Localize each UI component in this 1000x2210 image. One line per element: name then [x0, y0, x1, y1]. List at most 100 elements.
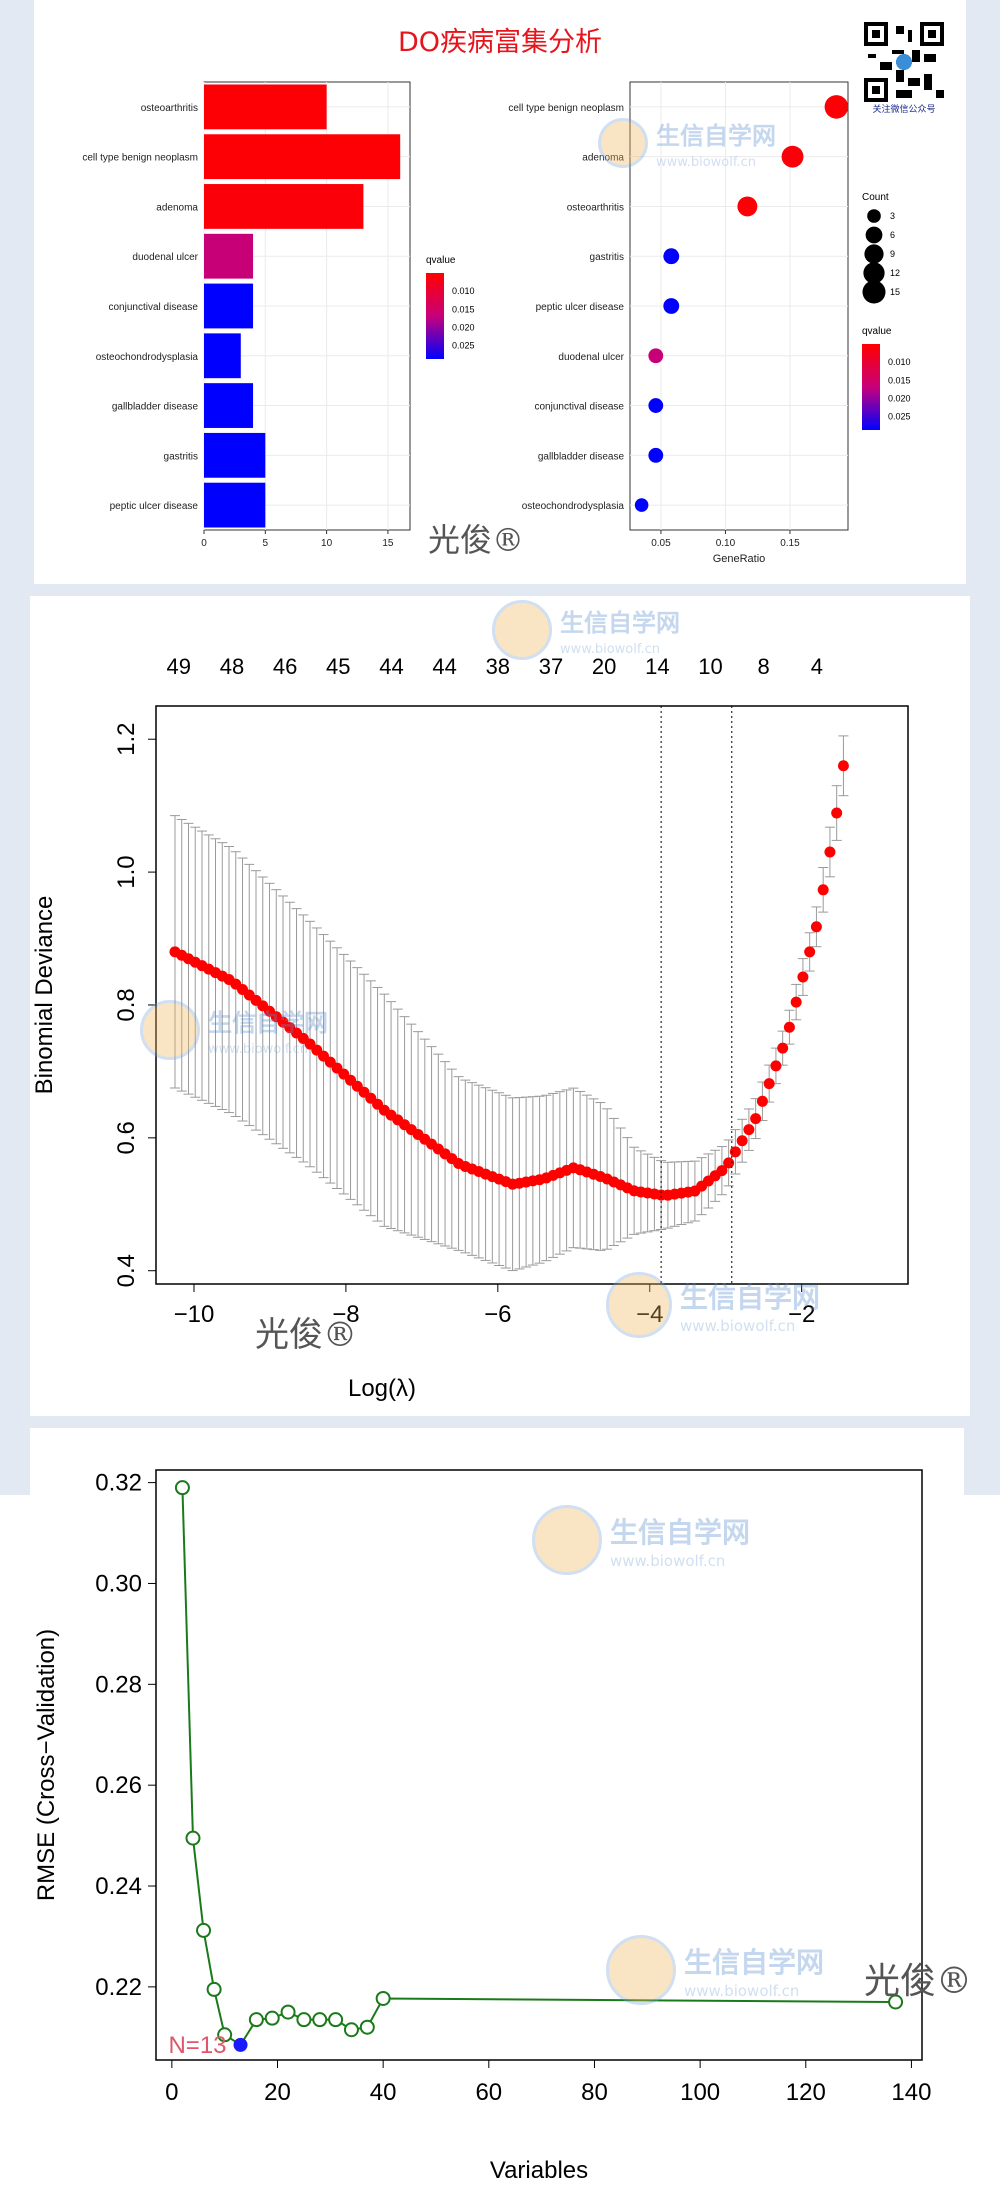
bar	[204, 333, 241, 379]
watermark-logo-icon	[606, 1935, 676, 2005]
lasso-x-tick-label: −2	[788, 1301, 815, 1328]
rmse-point	[185, 1830, 201, 1846]
bar-category-label: adenoma	[156, 202, 198, 213]
rmse-line	[181, 1487, 896, 2047]
size-legend-label: 6	[890, 230, 895, 240]
rmse-y-tick-label: 0.22	[95, 1974, 142, 2001]
enrichment-charts: osteoarthritis cell type benign neoplasm a…	[82, 81, 911, 565]
dot	[781, 145, 804, 168]
lasso-top-label: 44	[379, 654, 403, 679]
rmse-y-tick-label: 0.30	[95, 1570, 142, 1597]
rmse-point	[280, 2004, 296, 2020]
bar	[204, 432, 266, 478]
qr-code-icon	[864, 22, 944, 102]
rmse-point	[264, 2010, 280, 2026]
rmse-y-tick-label: 0.24	[95, 1873, 142, 1900]
legend-tick-label: 0.010	[888, 357, 911, 367]
size-legend-dot	[865, 226, 883, 244]
lasso-top-label: 20	[592, 654, 616, 679]
legend-title: qvalue	[862, 326, 892, 337]
lasso-y-tick-label: 0.6	[113, 1121, 140, 1154]
dot-x-axis-label: GeneRatio	[713, 553, 766, 565]
rmse-x-tick-label: 0	[165, 2079, 178, 2106]
bar	[204, 233, 254, 279]
lasso-top-label: 8	[758, 654, 770, 679]
lasso-top-label: 38	[486, 654, 510, 679]
dot	[634, 498, 649, 512]
rmse-y-tick-label: 0.26	[95, 1772, 142, 1799]
bar-category-label: osteoarthritis	[141, 103, 198, 114]
signature: 光俊®	[255, 1315, 357, 1355]
rmse-x-tick-label: 100	[680, 2079, 720, 2106]
signature: 光俊®	[428, 521, 525, 559]
watermark-logo-icon	[492, 600, 552, 660]
rmse-x-tick-label: 120	[786, 2079, 826, 2106]
size-legend-label: 3	[890, 211, 895, 221]
bar-x-tick-label: 5	[263, 538, 269, 549]
dot-category-label: conjunctival disease	[535, 402, 625, 413]
deviance-point	[817, 884, 829, 896]
size-legend-dot	[863, 262, 885, 284]
qr-caption: 关注微信公众号	[872, 105, 936, 115]
rmse-plot-frame	[155, 1469, 923, 2061]
legend-tick-label: 0.025	[888, 411, 911, 421]
deviance-point	[824, 846, 836, 858]
lasso-top-label: 44	[432, 654, 456, 679]
bar-category-label: conjunctival disease	[109, 302, 199, 313]
rmse-x-tick-label: 140	[891, 2079, 931, 2106]
deviance-point	[810, 921, 822, 933]
rmse-x-tick-label: 80	[581, 2079, 608, 2106]
dot-category-label: osteochondrodysplasia	[522, 501, 625, 512]
legend-tick-label: 0.025	[452, 340, 475, 350]
rmse-point	[174, 1480, 190, 1496]
bar	[204, 283, 254, 329]
lasso-top-label: 48	[220, 654, 244, 679]
dot-category-label: duodenal ulcer	[558, 352, 624, 363]
rmse-point	[375, 1990, 391, 2006]
rmse-panel: N=13 0 20 40 60 80 100 120 140 0.22 0.24 0.26 0.28 0.…	[30, 1428, 964, 2204]
bar-category-label: peptic ulcer disease	[110, 501, 199, 512]
lasso-y-axis-label: Binomial Deviance	[31, 896, 58, 1095]
bar-x-tick-label: 10	[321, 538, 333, 549]
dot-category-label: cell type benign neoplasm	[508, 103, 624, 114]
lasso-plot-frame	[155, 705, 909, 1285]
bar-category-label: duodenal ulcer	[132, 252, 198, 263]
rmse-point	[359, 2019, 375, 2035]
legend-tick-label: 0.015	[888, 375, 911, 385]
rmse-point	[343, 2022, 359, 2038]
size-legend-label: 12	[890, 268, 900, 278]
rmse-chart: N=13 0 20 40 60 80 100 120 140 0.22 0.24 0.26 0.28 0.…	[33, 1469, 931, 2184]
lasso-top-label: 49	[167, 654, 191, 679]
figure-title: DO疾病富集分析	[397, 27, 603, 58]
bar-category-label: cell type benign neoplasm	[82, 153, 198, 164]
dot-x-tick-label: 0.10	[716, 538, 736, 549]
bar-category-label: gastritis	[164, 451, 198, 462]
deviance-point	[729, 1146, 741, 1158]
legend-colorbar	[862, 344, 880, 430]
bar	[204, 184, 364, 229]
bar-category-label: gallbladder disease	[112, 402, 199, 413]
rmse-point	[217, 2027, 233, 2043]
deviance-point	[831, 807, 843, 819]
deviance-point	[797, 971, 809, 983]
dot	[663, 298, 680, 314]
dot	[648, 398, 664, 413]
lasso-x-tick-label: −6	[484, 1301, 511, 1328]
lasso-x-axis-label: Log(λ)	[348, 1375, 416, 1402]
rmse-point	[328, 2012, 344, 2028]
dot-category-label: peptic ulcer disease	[536, 302, 625, 313]
lasso-top-label: 4	[811, 654, 823, 679]
dot	[663, 248, 680, 265]
watermark-logo-icon	[140, 1000, 200, 1060]
deviance-point	[790, 996, 802, 1008]
bar	[204, 482, 266, 528]
bar	[204, 134, 401, 180]
size-legend-title: Count	[862, 192, 889, 203]
size-legend-dot	[864, 244, 884, 264]
lasso-x-tick-label: −10	[174, 1301, 215, 1328]
dot-x-tick-label: 0.05	[651, 538, 671, 549]
dot-x-tick-label: 0.15	[780, 538, 800, 549]
watermark-logo-icon	[532, 1505, 602, 1575]
rmse-selected-point	[233, 2037, 248, 2052]
size-legend-label: 15	[890, 287, 900, 297]
